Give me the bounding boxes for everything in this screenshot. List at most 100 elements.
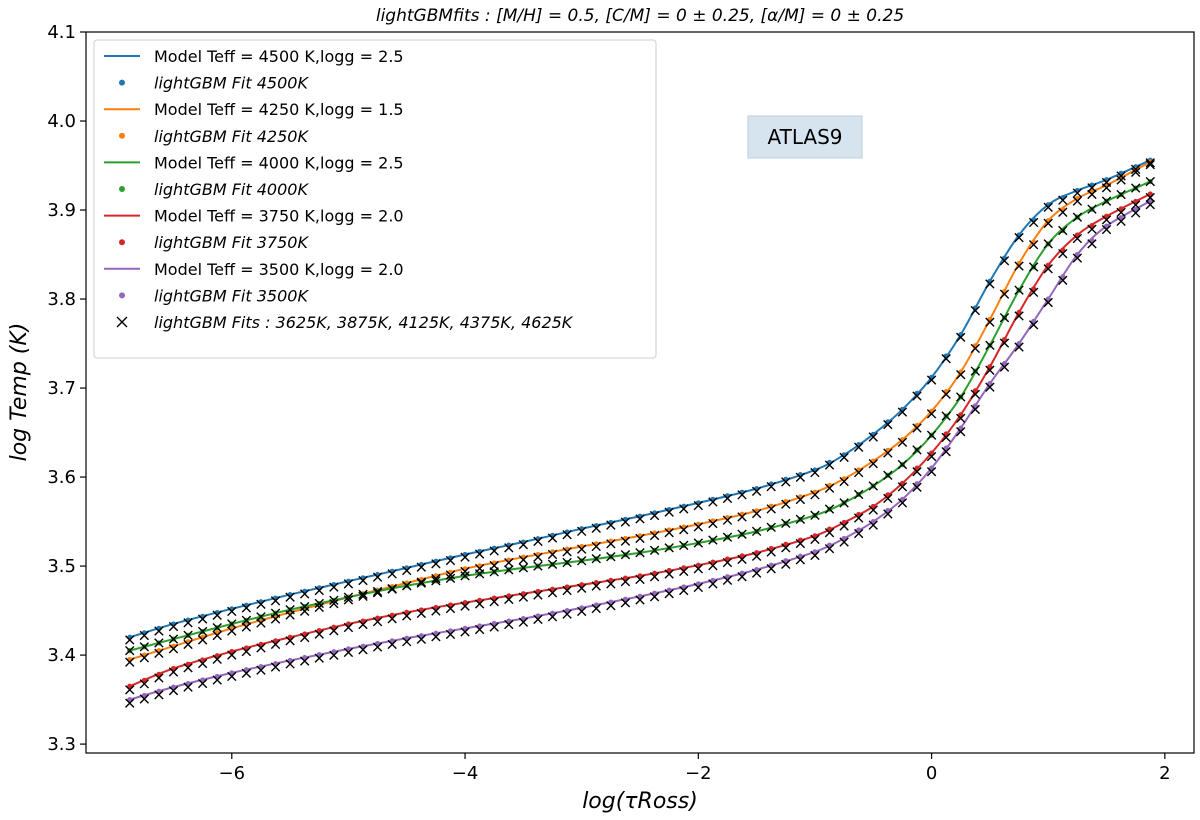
interpolated-fit-marker (737, 490, 747, 500)
interpolated-fit-marker (445, 629, 456, 640)
interpolated-fit-marker (795, 514, 806, 525)
interpolated-fit-marker (868, 432, 878, 442)
interpolated-fit-marker (751, 508, 762, 519)
interpolated-fit-marker (693, 538, 704, 548)
interpolated-fit-marker (562, 547, 572, 557)
interpolated-fit-marker (897, 459, 908, 470)
interpolated-fit-marker (197, 626, 208, 637)
y-tick-label: 3.8 (47, 289, 76, 310)
interpolated-fit-marker (227, 619, 237, 629)
interpolated-fit-marker (1028, 217, 1039, 228)
interpolated-fit-marker (1130, 208, 1141, 218)
interpolated-fit-marker (416, 608, 427, 619)
interpolated-fit-marker (460, 571, 470, 581)
legend-dot-handle (119, 79, 125, 86)
interpolated-fit-marker (197, 658, 208, 669)
interpolated-fit-marker (547, 588, 558, 598)
interpolated-fit-marker (708, 579, 718, 589)
interpolated-fit-marker (1058, 248, 1068, 259)
interpolated-fit-marker (722, 557, 733, 568)
interpolated-fit-marker (1014, 232, 1024, 243)
interpolated-fit-marker (839, 521, 849, 531)
interpolated-fit-marker (387, 583, 397, 594)
interpolated-fit-marker (693, 582, 704, 593)
interpolated-fit-marker (154, 638, 164, 648)
interpolated-fit-marker (985, 340, 995, 351)
interpolated-fit-marker (504, 619, 514, 630)
interpolated-fit-marker (649, 545, 660, 555)
interpolated-fit-marker (1087, 189, 1097, 200)
interpolated-fit-marker (431, 573, 441, 584)
interpolated-fit-marker (679, 585, 689, 596)
interpolated-fit-marker (183, 639, 193, 650)
interpolated-fit-marker (970, 404, 981, 415)
interpolated-fit-marker (416, 578, 427, 588)
legend-label-fit: lightGBM Fit 3500K (154, 286, 309, 305)
interpolated-fit-marker (533, 614, 543, 625)
legend-dot-handle (119, 239, 125, 246)
interpolated-fit-marker (722, 575, 733, 586)
interpolated-fit-marker (810, 490, 820, 500)
interpolated-fit-marker (1014, 342, 1024, 352)
interpolated-fit-marker (824, 504, 835, 514)
x-axis: −6 −4 −2 0 2 (219, 753, 1171, 784)
interpolated-fit-marker (737, 554, 747, 565)
interpolated-fit-marker (576, 526, 587, 537)
interpolated-fit-marker (1130, 183, 1141, 193)
interpolated-fit-marker (591, 581, 601, 591)
interpolated-fit-marker (591, 541, 601, 552)
interpolated-fit-marker (387, 614, 397, 624)
interpolated-fit-marker (591, 603, 601, 614)
interpolated-fit-marker (999, 313, 1010, 323)
interpolated-fit-marker (693, 522, 704, 532)
interpolated-fit-marker (562, 530, 572, 540)
interpolated-fit-marker (1145, 199, 1155, 210)
interpolated-fit-marker (139, 642, 150, 652)
interpolated-fit-marker (897, 437, 908, 448)
plot-area-frame (85, 31, 1195, 754)
interpolated-fit-marker (620, 576, 631, 587)
interpolated-fit-marker (853, 467, 864, 478)
interpolated-fit-marker (1028, 240, 1039, 250)
interpolated-fit-marker (241, 668, 252, 679)
y-tick-label: 4.0 (47, 111, 76, 132)
interpolated-fit-marker (722, 532, 733, 542)
interpolated-fit-marker (270, 662, 281, 672)
interpolated-fit-marker (926, 467, 937, 477)
interpolated-fit-marker (620, 536, 631, 546)
interpolated-fit-marker (606, 552, 616, 562)
interpolated-fit-marker (883, 419, 893, 430)
interpolated-fit-marker (999, 289, 1010, 299)
interpolated-fit-marker (1043, 264, 1053, 274)
legend-label-interpolated: lightGBM Fits : 3625K, 3875K, 4125K, 437… (154, 313, 574, 332)
interpolated-fit-marker (795, 538, 806, 549)
interpolated-fit-marker (431, 606, 441, 616)
interpolated-fit-marker (562, 609, 572, 619)
interpolated-fit-marker (504, 558, 514, 568)
interpolated-fit-marker (460, 627, 470, 637)
interpolated-fit-marker (576, 544, 587, 554)
interpolated-fit-marker (620, 550, 631, 560)
interpolated-fit-marker (139, 694, 150, 704)
interpolated-fit-marker (372, 617, 383, 627)
interpolated-fit-marker (810, 534, 820, 545)
interpolated-fit-marker (518, 592, 529, 602)
interpolated-fit-marker (387, 569, 397, 579)
interpolated-fit-marker (212, 630, 222, 641)
y-tick-label: 3.9 (47, 200, 76, 221)
interpolated-fit-marker (1116, 189, 1126, 200)
legend-dot-handle (119, 292, 125, 299)
interpolated-fit-marker (168, 667, 179, 677)
interpolated-fit-marker (766, 547, 776, 557)
interpolated-fit-marker (1101, 183, 1112, 193)
annotation-box: ATLAS9 (747, 115, 863, 159)
interpolated-fit-marker (1014, 261, 1024, 271)
interpolated-fit-marker (416, 634, 427, 644)
interpolated-fit-marker (737, 512, 747, 522)
interpolated-fit-marker (620, 598, 631, 608)
interpolated-fit-marker (956, 426, 966, 437)
interpolated-fit-marker (606, 520, 616, 530)
interpolated-fit-marker (766, 522, 776, 533)
interpolated-fit-marker (576, 606, 587, 617)
